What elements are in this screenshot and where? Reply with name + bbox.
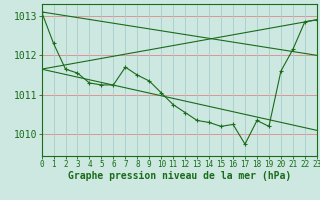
X-axis label: Graphe pression niveau de la mer (hPa): Graphe pression niveau de la mer (hPa) [68,171,291,181]
